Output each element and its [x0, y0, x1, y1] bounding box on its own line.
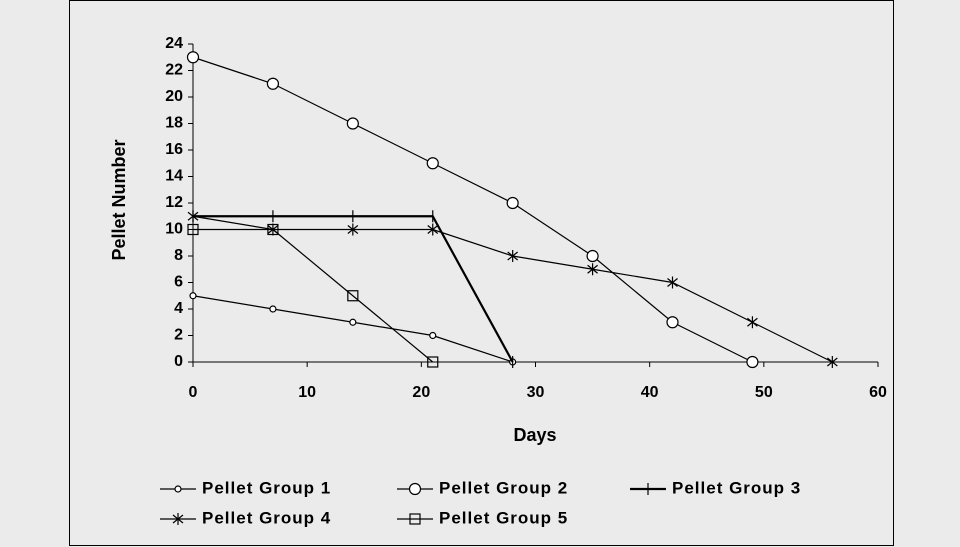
frame — [69, 0, 894, 546]
y-tick-label: 10 — [165, 221, 183, 238]
marker — [427, 223, 439, 236]
marker — [267, 223, 279, 236]
marker — [347, 290, 359, 302]
marker — [349, 318, 357, 326]
marker — [667, 276, 678, 289]
legend-label: Pellet Group 2 — [439, 478, 568, 497]
x-tick-label: 30 — [527, 384, 545, 401]
marker — [826, 356, 838, 368]
series-line — [192, 295, 513, 363]
legend-label: Pellet Group 3 — [672, 478, 801, 497]
legend-label: Pellet Group 1 — [202, 478, 331, 497]
y-tick-label: 24 — [165, 35, 183, 52]
marker — [269, 305, 277, 313]
legend-label: Pellet Group 5 — [439, 508, 568, 527]
y-tick-label: 2 — [174, 327, 183, 344]
y-tick-label: 0 — [174, 353, 183, 370]
marker — [189, 292, 197, 300]
marker — [746, 355, 759, 369]
series-line — [193, 215, 514, 363]
y-tick-label: 14 — [165, 168, 183, 185]
marker — [409, 513, 421, 525]
y-tick-label: 16 — [165, 141, 183, 158]
y-tick-label: 12 — [165, 194, 183, 211]
marker — [174, 485, 182, 493]
marker — [266, 77, 280, 90]
marker — [346, 117, 359, 130]
y-axis-label: Pellet Number — [109, 139, 129, 260]
marker — [427, 356, 439, 368]
series-line — [193, 228, 434, 363]
marker — [429, 331, 437, 340]
marker — [587, 263, 598, 276]
marker — [186, 51, 200, 64]
series-line — [192, 215, 833, 363]
y-tick-label: 22 — [165, 62, 183, 79]
marker — [172, 513, 184, 525]
x-tick-label: 10 — [298, 384, 316, 401]
y-tick-label: 4 — [174, 300, 183, 317]
x-tick-label: 0 — [189, 384, 198, 401]
marker — [347, 223, 359, 236]
series-line — [192, 56, 753, 363]
marker — [586, 249, 599, 263]
marker — [666, 316, 679, 329]
marker — [506, 196, 519, 210]
x-axis-label: Days — [513, 425, 556, 445]
legend-label: Pellet Group 4 — [202, 508, 331, 527]
marker — [408, 482, 422, 496]
marker — [747, 316, 758, 329]
y-tick-label: 20 — [165, 88, 183, 105]
marker — [426, 157, 439, 170]
x-tick-label: 60 — [869, 384, 887, 401]
marker — [187, 210, 199, 223]
y-tick-label: 8 — [174, 247, 183, 264]
marker — [507, 250, 519, 262]
y-tick-label: 6 — [174, 274, 183, 291]
x-tick-label: 50 — [755, 384, 773, 401]
x-tick-label: 20 — [412, 384, 430, 401]
marker — [187, 223, 199, 236]
y-tick-label: 18 — [165, 115, 183, 132]
x-tick-label: 40 — [641, 384, 659, 401]
